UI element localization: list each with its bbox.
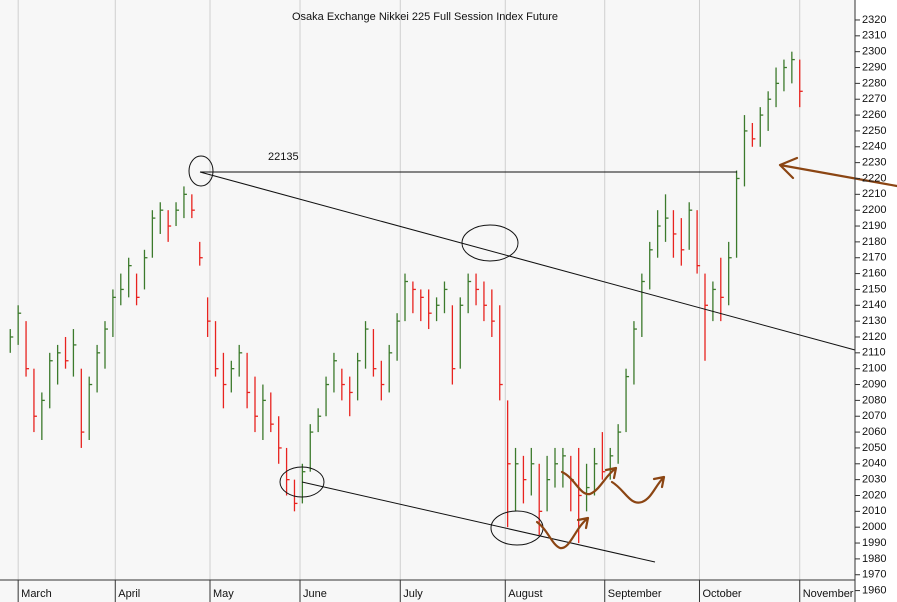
y-tick-label: 2230 (862, 157, 886, 169)
grid (17, 0, 801, 580)
y-tick-label: 2170 (862, 252, 886, 264)
y-tick-label: 2200 (862, 204, 886, 216)
arrows (535, 156, 897, 550)
y-tick-label: 1970 (862, 569, 886, 581)
y-tick-label: 2180 (862, 236, 886, 248)
axes: 1960 1970 1980 1990 2000 2010 2020 2030 2040 2050… (17, 14, 886, 602)
y-tick-label: 2120 (862, 331, 886, 343)
y-tick-label: 2150 (862, 283, 886, 295)
y-tick-label: 2060 (862, 426, 886, 438)
y-tick-label: 2090 (862, 378, 886, 390)
y-tick-label: 2310 (862, 30, 886, 42)
x-tick-label: August (508, 588, 542, 600)
y-tick-label: 2010 (862, 505, 886, 517)
plot-background (0, 0, 855, 602)
squiggle-arrow (560, 466, 618, 496)
y-tick-label: 2100 (862, 363, 886, 375)
y-tick-label: 2140 (862, 299, 886, 311)
x-tick-label: September (608, 588, 662, 600)
chart-title: Osaka Exchange Nikkei 225 Full Session I… (292, 11, 558, 23)
y-tick-label: 2240 (862, 141, 886, 153)
arrow (778, 156, 897, 188)
y-tick-label: 2040 (862, 458, 886, 470)
x-tick-label: May (213, 588, 234, 600)
y-tick-label: 2270 (862, 93, 886, 105)
trend-line-upper (199, 171, 856, 351)
bars (9, 51, 803, 544)
y-tick-label: 2300 (862, 46, 886, 58)
y-tick-label: 2260 (862, 109, 886, 121)
y-tick-label: 2030 (862, 474, 886, 486)
y-tick-label: 2190 (862, 220, 886, 232)
y-tick-label: 1980 (862, 553, 886, 565)
y-tick-label: 2110 (862, 347, 886, 359)
y-tick-label: 2130 (862, 315, 886, 327)
x-tick-label: June (303, 588, 327, 600)
y-tick-label: 1990 (862, 537, 886, 549)
ellipse (188, 155, 214, 187)
y-tick-label: 2080 (862, 394, 886, 406)
y-tick-label: 2250 (862, 125, 886, 137)
x-tick-label: November (803, 588, 854, 600)
y-tick-label: 1960 (862, 584, 886, 596)
ellipse (461, 224, 519, 262)
trend-line-lower (301, 481, 656, 563)
x-tick-label: July (403, 588, 423, 600)
x-tick-label: March (21, 588, 52, 600)
drawings (188, 155, 856, 563)
y-tick-label: 2070 (862, 410, 886, 422)
y-tick-label: 2020 (862, 489, 886, 501)
y-tick-label: 2000 (862, 521, 886, 533)
y-tick-label: 2290 (862, 61, 886, 73)
y-tick-label: 2160 (862, 267, 886, 279)
squiggle-arrow (535, 516, 590, 550)
y-tick-label: 2220 (862, 172, 886, 184)
y-tick-label: 2050 (862, 442, 886, 454)
y-tick-label: 2320 (862, 14, 886, 26)
x-tick-label: October (702, 588, 741, 600)
squiggle-arrow (610, 475, 666, 504)
x-tick-label: April (118, 588, 140, 600)
ellipse (279, 466, 325, 498)
level-label: 22135 (268, 151, 299, 163)
y-tick-label: 2210 (862, 188, 886, 200)
y-tick-label: 2280 (862, 77, 886, 89)
